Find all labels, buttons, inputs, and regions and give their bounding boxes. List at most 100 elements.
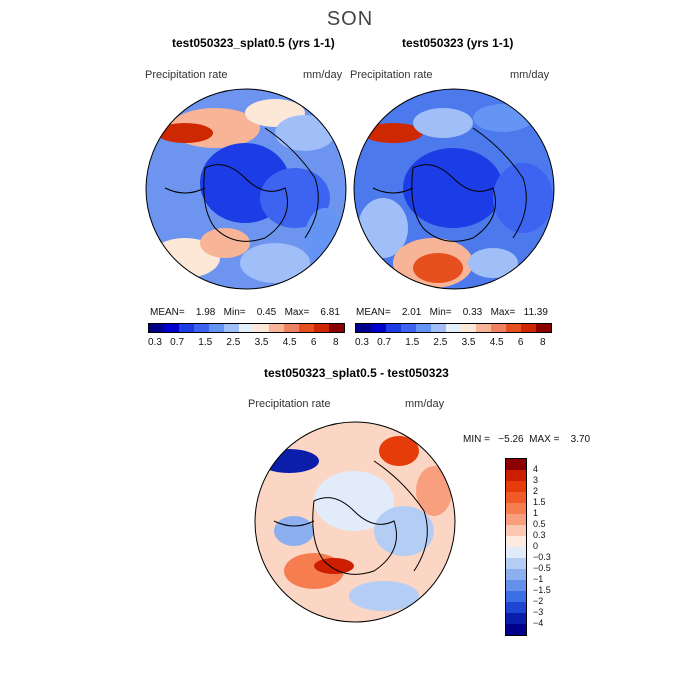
precip-blob xyxy=(200,228,250,258)
colorbar-tick-label: 0.5 xyxy=(533,519,546,529)
colorbar-swatch xyxy=(476,324,491,332)
colorbar-tick-label: 1.5 xyxy=(198,337,213,348)
diff-title: test050323_splat0.5 - test050323 xyxy=(264,366,449,380)
precip-blob xyxy=(363,123,423,143)
colorbar-tick-label: 6 xyxy=(310,337,317,348)
colorbar-swatch xyxy=(284,324,299,332)
colorbar-tick-label: 1.5 xyxy=(405,337,420,348)
colorbar-swatch xyxy=(356,324,371,332)
colorbar-swatch xyxy=(431,324,446,332)
coastline xyxy=(312,497,397,575)
colorbar-tick-label: −3 xyxy=(533,607,544,617)
colorbar-tick-label: 6 xyxy=(517,337,524,348)
colorbar-swatch xyxy=(506,470,526,481)
colorbar-tick-label: 2 xyxy=(533,486,539,496)
colorbar-tick-label: 4 xyxy=(533,464,539,474)
colorbar-swatch xyxy=(506,481,526,492)
colorbar-tick-label: 4.5 xyxy=(489,337,504,348)
colorbar-tick-label: −4 xyxy=(533,618,544,628)
panel-left-title: test050323_splat0.5 (yrs 1-1) xyxy=(172,36,335,50)
coastline xyxy=(411,164,496,242)
colorbar-tick-label: 3.5 xyxy=(461,337,476,348)
colorbar-swatch xyxy=(329,324,344,332)
colorbar-tick-label: −1.5 xyxy=(533,585,551,595)
diff-variable: Precipitation rate xyxy=(248,398,331,410)
coastline xyxy=(373,460,428,572)
colorbar-swatch xyxy=(506,558,526,569)
colorbar-right xyxy=(355,323,552,333)
panel-left-variable: Precipitation rate xyxy=(145,69,228,81)
precip-blob xyxy=(493,163,553,233)
precip-blob xyxy=(305,208,345,268)
panel-right-title: test050323 (yrs 1-1) xyxy=(402,36,514,50)
season-title: SON xyxy=(326,8,374,30)
diff-map xyxy=(254,421,456,623)
diff-blob xyxy=(314,558,354,574)
colorbar-swatch xyxy=(224,324,239,332)
panel-left-stats: MEAN= 1.98 Min= 0.45 Max= 6.81 xyxy=(150,307,340,318)
colorbar-swatch xyxy=(506,613,526,624)
colorbar-tick-label: −2 xyxy=(533,596,544,606)
diff-units: mm/day xyxy=(405,398,445,410)
colorbar-swatch xyxy=(446,324,461,332)
colorbar-swatch xyxy=(506,536,526,547)
colorbar-tick-label: 3.5 xyxy=(254,337,269,348)
precip-blob xyxy=(157,123,213,143)
colorbar-tick-label: 1.5 xyxy=(533,497,546,507)
precip-blob xyxy=(468,248,518,278)
colorbar-swatch xyxy=(416,324,431,332)
coastline xyxy=(264,127,319,239)
map-border xyxy=(145,88,347,290)
colorbar-swatch xyxy=(299,324,314,332)
diff-colorbar-ticks: 4 3 2 1.5 1 0.5 0.3 0 −0.3 −0.5 −1 −1.5 −2 −3 −4 xyxy=(533,458,573,638)
precip-blob xyxy=(358,198,408,258)
colorbar-swatch xyxy=(269,324,284,332)
diff-blob xyxy=(416,466,452,516)
colorbar-swatch xyxy=(239,324,254,332)
precip-blob xyxy=(403,148,503,228)
coastline xyxy=(472,127,527,239)
diff-blob xyxy=(374,506,434,556)
colorbar-tick-label: 0 xyxy=(533,541,539,551)
colorbar-swatch xyxy=(506,525,526,536)
panel-right-units: mm/day xyxy=(510,69,550,81)
colorbar-tick-label: 0.3 xyxy=(148,337,162,348)
diff-stats: MIN = −5.26 MAX = 3.70 xyxy=(463,434,591,445)
colorbar-tick-label: 0.3 xyxy=(355,337,369,348)
map-border xyxy=(254,421,456,623)
colorbar-swatch xyxy=(506,624,526,635)
panel-left-map xyxy=(145,88,347,290)
colorbar-left xyxy=(148,323,345,333)
diff-blob xyxy=(349,581,419,611)
colorbar-tick-label: 8 xyxy=(540,337,546,348)
colorbar-tick-label: 8 xyxy=(333,337,339,348)
colorbar-swatch xyxy=(401,324,416,332)
diff-blob xyxy=(314,471,394,531)
colorbar-swatch xyxy=(461,324,476,332)
colorbar-tick-label: 0.7 xyxy=(170,337,185,348)
colorbar-swatch xyxy=(536,324,551,332)
diff-blob xyxy=(259,449,319,473)
colorbar-swatch xyxy=(506,492,526,503)
coastline xyxy=(273,520,315,527)
colorbar-swatch xyxy=(179,324,194,332)
colorbar-swatch xyxy=(506,580,526,591)
colorbar-swatch xyxy=(314,324,329,332)
colorbar-swatch xyxy=(164,324,179,332)
coastline xyxy=(372,187,414,194)
colorbar-swatch xyxy=(521,324,536,332)
colorbar-swatch xyxy=(506,324,521,332)
colorbar-tick-label: −0.5 xyxy=(533,563,551,573)
colorbar-swatch xyxy=(506,459,526,470)
colorbar-swatch xyxy=(506,547,526,558)
diff-colorbar xyxy=(505,458,527,636)
panel-right-stats: MEAN= 2.01 Min= 0.33 Max= 11.39 xyxy=(356,307,548,318)
precip-blob xyxy=(260,168,330,228)
precip-blob xyxy=(413,253,463,283)
colorbar-swatch xyxy=(194,324,209,332)
colorbar-swatch xyxy=(254,324,269,332)
precip-blob xyxy=(275,115,335,151)
colorbar-tick-label: 3 xyxy=(533,475,539,485)
colorbar-tick-label: 0.3 xyxy=(533,530,546,540)
colorbar-tick-label: 1 xyxy=(533,508,539,518)
